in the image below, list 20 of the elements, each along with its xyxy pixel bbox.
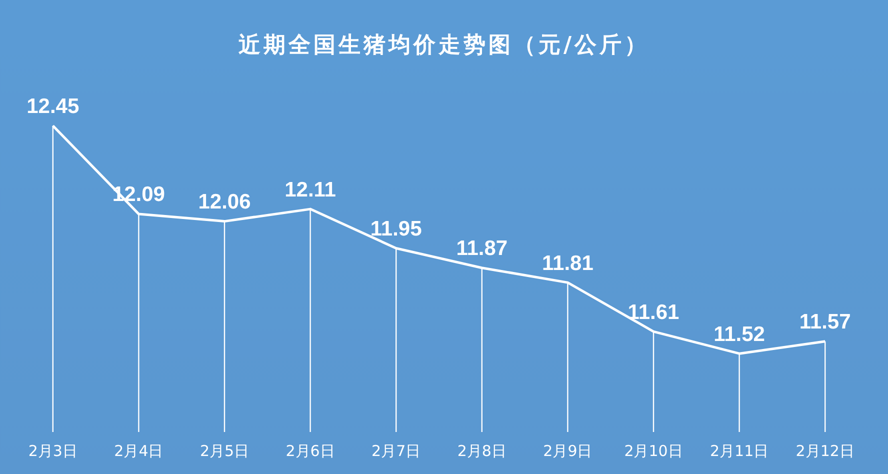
- x-tick-label: 2月5日: [200, 442, 250, 460]
- data-label: 11.52: [714, 322, 766, 346]
- x-tick-label: 2月7日: [372, 442, 421, 460]
- x-tick-label: 2月8日: [457, 442, 506, 460]
- data-label: 11.87: [456, 237, 508, 260]
- data-label: 12.11: [284, 178, 336, 202]
- data-label: 11.81: [542, 252, 594, 275]
- x-tick-label: 2月6日: [286, 442, 335, 460]
- x-tick-label: 2月3日: [28, 442, 78, 460]
- x-tick-label: 2月4日: [114, 442, 164, 460]
- data-label: 11.57: [799, 310, 851, 334]
- x-tick-label: 2月10日: [624, 442, 683, 460]
- x-tick-label: 2月9日: [543, 442, 592, 460]
- chart-title: 近期全国生猪均价走势图（元/公斤）: [237, 32, 651, 60]
- data-label: 11.95: [370, 218, 422, 241]
- x-tick-label: 2月11日: [710, 442, 769, 460]
- data-label: 12.45: [26, 95, 80, 118]
- data-label: 11.61: [628, 300, 680, 324]
- x-tick-label: 2月12日: [796, 442, 854, 460]
- data-label: 12.06: [198, 190, 251, 214]
